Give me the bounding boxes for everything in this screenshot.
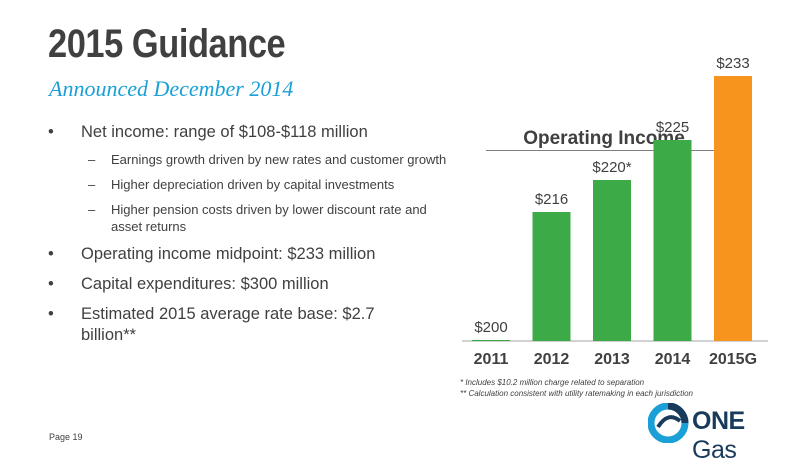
page-title: 2015 Guidance [48,22,286,66]
bar-2013 [593,180,631,341]
company-logo: ONE Gas [647,402,793,464]
sub-bullet-item: Higher pension costs driven by lower dis… [81,201,448,235]
bullet-text: Net income: range of $108-$118 million [81,123,368,141]
bullet-text: Estimated 2015 average rate base: $2.7 b… [81,305,375,344]
page-subtitle: Announced December 2014 [49,76,294,101]
x-tick-label: 2015G [709,351,757,368]
bar-value-label: $225 [656,119,689,136]
bullet-item: Operating income midpoint: $233 million [48,244,448,265]
x-tick-label: 2012 [534,351,570,368]
bullet-text: Operating income midpoint: $233 million [81,245,376,263]
bar-2011 [472,340,510,341]
bullet-item: Estimated 2015 average rate base: $2.7 b… [48,304,381,346]
bullet-text: Capital expenditures: $300 million [81,275,329,293]
sub-bullet-list: Earnings growth driven by new rates and … [81,151,448,235]
sub-bullet-item: Earnings growth driven by new rates and … [81,151,448,168]
swirl-logo-icon [647,402,689,444]
bullet-item: Net income: range of $108-$118 million E… [48,122,448,235]
bar-value-label: $220* [592,159,631,176]
x-tick-label: 2013 [594,351,630,368]
bar-2014 [653,140,692,341]
footnote: ** Calculation consistent with utility r… [460,389,693,398]
footnote: * Includes $10.2 million charge related … [460,378,645,387]
x-tick-label: 2011 [474,351,509,368]
bullet-list: Net income: range of $108-$118 million E… [48,122,448,355]
chart-title-rule [486,150,722,151]
logo-wordmark: ONE Gas [692,407,793,465]
bar-2015G [714,76,752,341]
sub-bullet-item: Higher depreciation driven by capital in… [81,176,448,193]
bar-value-label: $216 [535,191,568,208]
logo-word-gas: Gas [692,436,737,464]
bar-value-label: $200 [474,319,507,336]
logo-word-one: ONE [692,407,745,435]
operating-income-chart: $200 2011 $216 2012 $220* 2013 $225 2014 $233 201… [462,55,768,368]
chart-title: Operating Income [523,128,685,149]
bullet-item: Capital expenditures: $300 million [48,274,448,295]
bar-2012 [532,212,571,341]
footnotes: * Includes $10.2 million charge related … [460,377,693,399]
bar-value-label: $233 [716,55,749,72]
page-number: Page 19 [49,432,83,442]
x-tick-label: 2014 [655,351,691,368]
